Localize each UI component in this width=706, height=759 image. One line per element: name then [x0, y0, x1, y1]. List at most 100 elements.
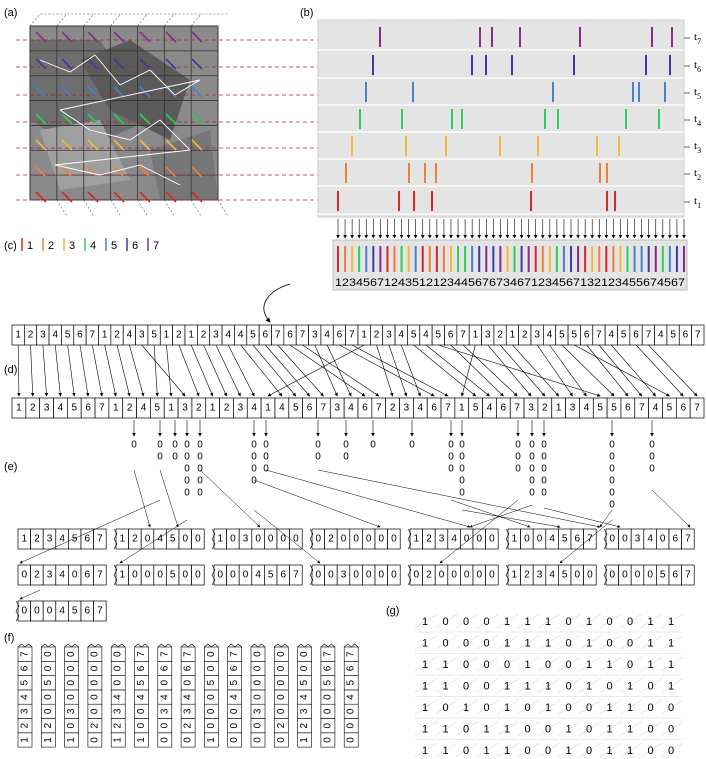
reorder-arrow — [574, 344, 670, 397]
g-digit: 0 — [545, 659, 551, 671]
e-digit: 3 — [243, 534, 249, 545]
mark-stroke — [35, 191, 47, 203]
reorder-arrow — [302, 344, 380, 397]
d-bot-digit: 1 — [16, 403, 22, 414]
g-digit: 0 — [483, 616, 489, 628]
zero-digit: 0 — [197, 476, 203, 487]
panel-label-d: (d) — [4, 364, 17, 376]
g-digit: 0 — [483, 702, 489, 714]
reorder-arrow — [648, 344, 698, 397]
g-digit: 0 — [586, 702, 592, 714]
d-top-digit: 5 — [670, 330, 676, 341]
mark-stroke — [191, 86, 203, 98]
network-line — [59, 79, 201, 111]
zero-digit: 0 — [515, 464, 521, 475]
e-digit: 0 — [47, 606, 53, 617]
e-digit: 0 — [477, 534, 483, 545]
time-label: t3 — [694, 140, 701, 155]
e-zigzag — [211, 528, 216, 550]
e-digit: 0 — [477, 570, 483, 581]
reorder-arrow — [512, 344, 560, 397]
mark-stroke — [35, 166, 47, 178]
e-cell — [387, 528, 401, 550]
f-digit: 7 — [229, 651, 240, 657]
e-link — [119, 519, 188, 564]
d-top-digit: 7 — [646, 330, 652, 341]
f-zigzag — [111, 643, 126, 648]
zero-digit: 0 — [184, 440, 190, 451]
f-digit: 0 — [66, 694, 77, 700]
g-lattice — [640, 742, 663, 758]
zero-digit: 0 — [263, 452, 269, 463]
g-lattice — [537, 721, 561, 736]
d-top-digit: 7 — [460, 330, 466, 341]
e-link — [450, 499, 531, 528]
g-digit: 1 — [627, 745, 633, 757]
reorder-arrow — [141, 344, 186, 397]
f-digit: 1 — [299, 737, 310, 743]
e-digit: 0 — [34, 606, 40, 617]
zero-digit: 0 — [251, 452, 257, 463]
g-digit: 0 — [463, 745, 469, 757]
e-cell — [289, 528, 303, 550]
color-legend: 1 2 3 4 5 6 7 — [21, 238, 159, 252]
g-digit: 1 — [668, 659, 674, 671]
mark-stroke — [35, 113, 47, 125]
mark-stroke — [191, 166, 203, 178]
mark-stroke — [87, 139, 99, 151]
g-digit: 1 — [504, 638, 510, 650]
g-digit: 0 — [545, 724, 551, 736]
f-digit: 0 — [89, 737, 100, 743]
d-top-digit: 1 — [164, 330, 170, 341]
g-lattice — [660, 721, 684, 736]
e-digit: 4 — [451, 534, 457, 545]
zero-digit: 0 — [343, 452, 349, 463]
g-lattice — [476, 699, 499, 715]
g-digit: 0 — [668, 724, 674, 736]
zero-digit: 0 — [197, 452, 203, 463]
d-top-digit: 6 — [287, 330, 293, 341]
reorder-arrow — [54, 344, 62, 397]
f-digit: 0 — [253, 665, 264, 671]
f-zigzag — [320, 643, 336, 648]
d-top-digit: 7 — [695, 330, 701, 341]
e-cell — [289, 564, 303, 586]
zero-digit: 0 — [609, 464, 615, 475]
f-digit: 0 — [206, 708, 217, 714]
reorder-arrow — [499, 344, 546, 397]
d-bot-digit: 7 — [639, 403, 645, 414]
f-digit: 4 — [20, 694, 31, 700]
mark-stroke — [113, 113, 125, 125]
f-digit: 0 — [253, 722, 264, 728]
g-digit: 1 — [668, 638, 674, 650]
g-lattice — [619, 656, 643, 672]
zero-digit: 0 — [609, 440, 615, 451]
e-digit: 0 — [660, 534, 666, 545]
f-digit: 0 — [276, 665, 287, 671]
d-bot-digit: 5 — [155, 403, 161, 414]
f-digit: 2 — [276, 722, 287, 728]
reorder-arrow — [460, 344, 476, 397]
e-link — [651, 489, 691, 528]
network-line — [139, 164, 181, 186]
mark-stroke — [165, 31, 177, 43]
e-digit: 7 — [685, 570, 691, 581]
f-digit: 3 — [159, 708, 170, 714]
d-bot-digit: 5 — [667, 403, 673, 414]
f-digit: 3 — [253, 708, 264, 714]
g-lattice — [517, 742, 540, 758]
d-top-digit: 4 — [658, 330, 664, 341]
g-lattice — [599, 699, 622, 715]
d-top-digit: 3 — [534, 330, 540, 341]
e-digit: 0 — [451, 570, 457, 581]
g-lattice — [578, 613, 602, 629]
time-label: t1 — [694, 195, 701, 210]
e-digit: 6 — [85, 534, 91, 545]
d-bot-digit: 4 — [251, 403, 257, 414]
panel-label-c: (c) — [4, 240, 17, 252]
d-bot-digit: 5 — [293, 403, 299, 414]
f-digit: 0 — [206, 694, 217, 700]
prism-edge — [164, 13, 202, 217]
d-top-digit: 4 — [238, 330, 244, 341]
